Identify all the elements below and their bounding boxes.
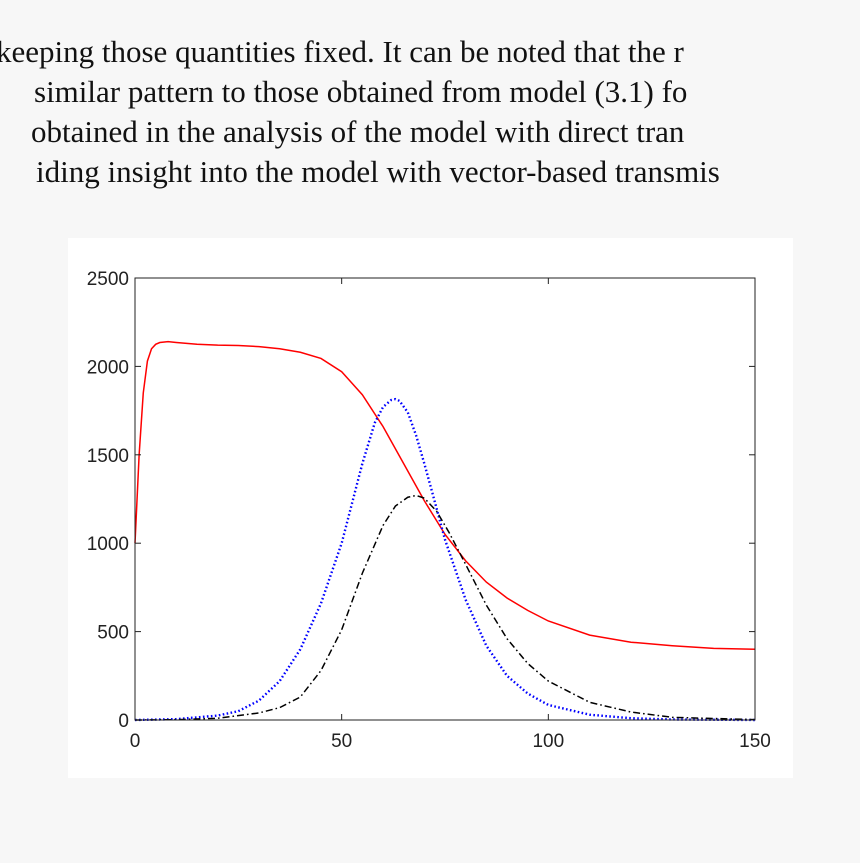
y-tick-label: 1500: [87, 446, 129, 467]
x-tick-label: 50: [331, 731, 352, 752]
text-line: obtained in the analysis of the model wi…: [31, 114, 685, 149]
y-tick-label: 1000: [87, 534, 129, 555]
figure-panel: [68, 238, 793, 778]
text-line: iding insight into the model with vector…: [36, 154, 720, 189]
y-tick-label: 500: [97, 623, 129, 644]
series-line: [134, 340, 756, 651]
text-line: similar pattern to those obtained from m…: [34, 74, 687, 109]
axes-box: [134, 277, 756, 721]
y-tick-label: 2500: [87, 269, 129, 290]
x-tick-label: 100: [532, 731, 564, 752]
text-line: keeping those quantities fixed. It can b…: [0, 34, 684, 69]
y-tick-label: 2000: [87, 357, 129, 378]
x-tick-label: 150: [739, 731, 771, 752]
series-line: [134, 494, 756, 721]
y-tick-label: 0: [118, 711, 129, 732]
x-tick-label: 0: [130, 731, 141, 752]
